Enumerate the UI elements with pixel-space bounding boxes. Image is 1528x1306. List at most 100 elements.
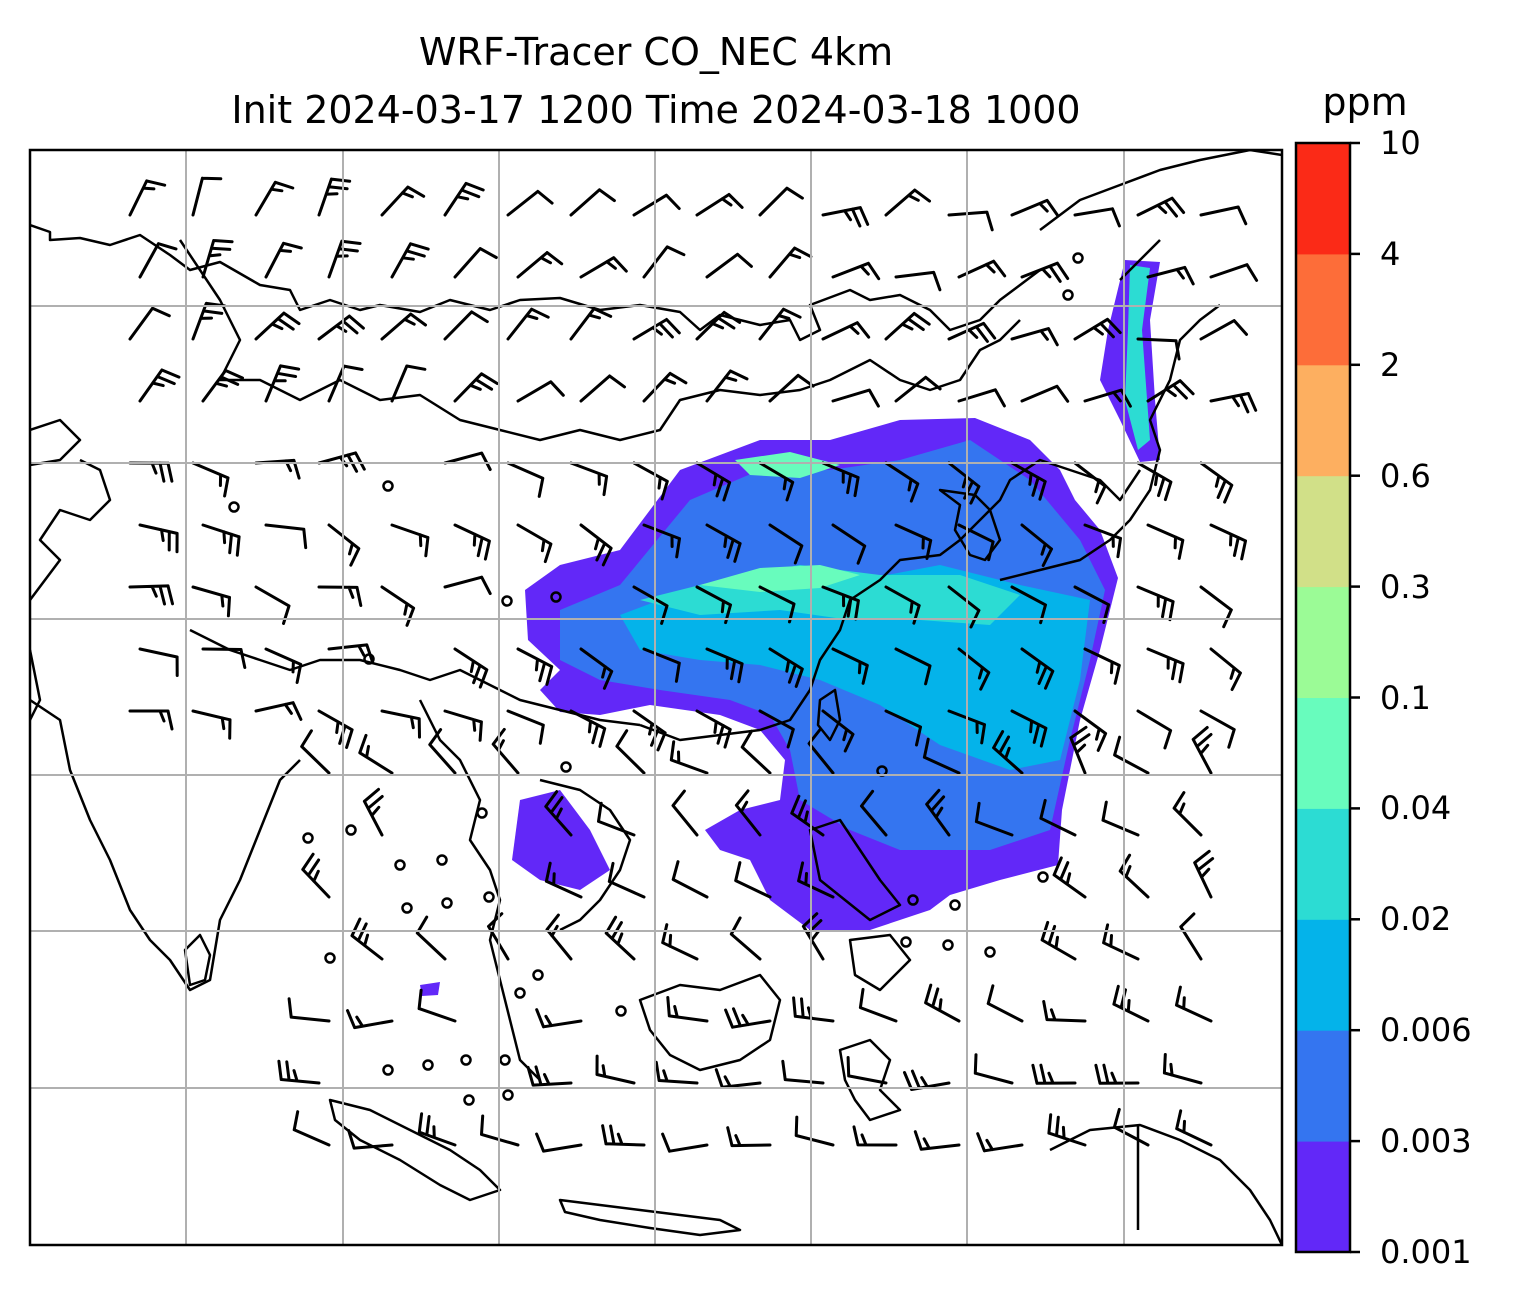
wind-barb [661,1132,709,1153]
colorbar-unit: ppm [1322,80,1408,124]
wind-barb [390,523,430,558]
map-title: WRF-Tracer CO_NEC 4km [418,30,894,74]
wind-barb [317,314,365,341]
wind-barb [579,647,614,690]
wind-barb [317,451,366,473]
wind-barb [768,246,813,279]
coastlines [30,150,1282,1245]
coastline-china-east [639,458,1142,742]
wind-barb [1020,384,1070,403]
wind-barb [350,917,384,961]
wind-barb [1179,912,1203,961]
wind-barb [1010,709,1048,748]
wind-barb [831,647,869,685]
wind-barb [317,709,354,749]
colorbar-segment [1296,253,1350,366]
wind-barb [666,996,709,1023]
wind-barb [758,186,804,217]
wind-barb [792,996,835,1023]
wind-barb [569,461,609,497]
coastline-newguinea [1049,1123,1282,1245]
wind-barb [1069,725,1091,775]
wind-barb [597,801,636,837]
wind-barb [579,374,626,403]
colorbar-tick-label: 0.3 [1380,567,1431,606]
wind-barb [740,729,772,775]
wind-barb [947,461,981,505]
wind-barb [1073,709,1108,752]
border-himalaya [189,628,641,727]
wind-barb [595,1054,636,1085]
wind-barb [516,251,564,279]
wind-barb [1191,726,1213,775]
wind-barb [973,1053,1014,1085]
calm-wind-circle [436,854,448,866]
colorbar-segment [1296,808,1350,920]
wind-barb [254,701,303,721]
wind-barb [1136,585,1175,622]
wind-barb [642,371,688,403]
calm-wind-circle [382,1064,394,1076]
wind-barb [201,369,244,403]
calm-wind-circle [441,897,453,909]
wind-barb [1101,800,1140,837]
wind-barb [1199,319,1248,341]
colorbar-tick-label: 0.006 [1380,1011,1472,1050]
wind-barb [642,523,681,559]
wind-barb [390,242,430,279]
coastline-korea [938,488,1002,562]
wind-barb [695,310,742,341]
wind-barb [894,523,933,560]
wind-barb [415,915,447,961]
colorbar-tick-label: 10 [1380,124,1421,162]
calm-wind-circle [460,1054,472,1066]
wind-barb [1073,461,1107,505]
wind-barb [821,321,871,341]
wind-barb [768,647,804,688]
wind-barb [201,523,241,557]
wind-barb [724,1007,772,1029]
wind-barb [947,321,997,343]
wind-barbs [128,176,1259,1153]
wind-barb [642,245,686,279]
wind-barb [443,310,489,341]
wind-barb [729,916,762,961]
wind-barb [443,181,485,217]
wind-barb [947,210,994,232]
colorbar-segment [1296,1030,1350,1142]
wind-barb [1146,265,1195,286]
calm-wind-circle [560,761,572,773]
plume-south-patch [512,790,610,890]
wind-barb [957,523,995,562]
calm-wind-circle [1072,252,1084,264]
map-frame [28,148,1284,1247]
wind-barb [884,312,931,341]
wind-barb [327,239,362,279]
wind-barb [579,523,613,567]
wind-barb [254,180,295,217]
wind-barb [797,861,835,899]
wind-barb [138,368,181,403]
wind-barb [362,787,384,837]
colorbar-segment [1296,919,1350,1031]
coastline-sulawesi [838,1038,902,1122]
colorbar-segment [1296,697,1350,809]
calm-wind-circle [502,1089,514,1101]
wind-barb [1136,337,1181,361]
colorbar-tick-label: 0.04 [1380,789,1452,828]
wind-barb [317,177,352,217]
calm-wind-circle [984,946,996,958]
calm-wind-circle [363,653,375,665]
wind-barb [535,1008,583,1029]
wind-barb [138,647,179,677]
wind-barb [1162,1053,1203,1085]
colorbar-tick-label: 4 [1380,234,1401,273]
wind-barb [201,239,234,279]
wind-barb [569,188,616,217]
calm-wind-circle [615,1005,627,1017]
wind-barb [1209,263,1259,282]
wind-barb [705,647,744,684]
wind-barb [453,523,491,561]
wind-barb [1020,523,1053,567]
wind-barb [569,307,613,341]
